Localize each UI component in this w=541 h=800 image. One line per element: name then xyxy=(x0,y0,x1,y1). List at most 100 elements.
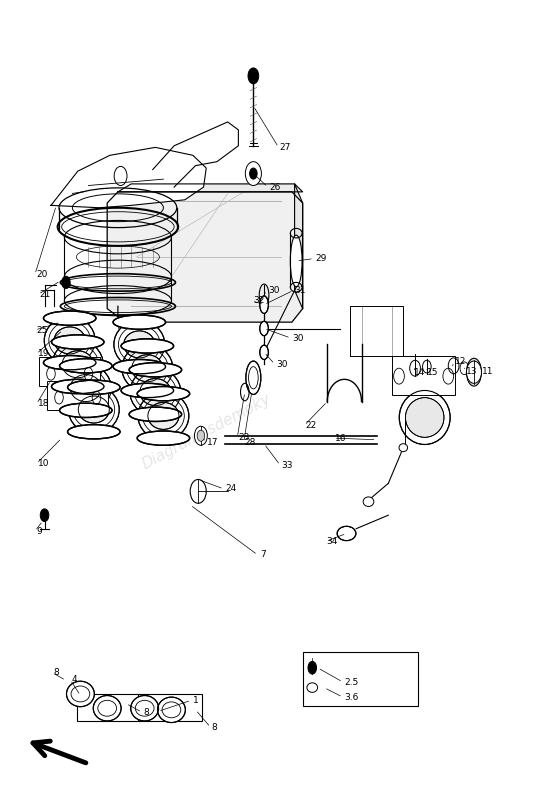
Text: 4: 4 xyxy=(71,675,77,684)
Ellipse shape xyxy=(132,354,163,382)
Ellipse shape xyxy=(121,339,174,353)
Text: 32: 32 xyxy=(253,296,264,305)
Ellipse shape xyxy=(122,344,173,392)
Text: 30: 30 xyxy=(276,360,287,369)
Ellipse shape xyxy=(113,359,166,374)
Text: 11: 11 xyxy=(482,367,493,376)
Ellipse shape xyxy=(44,317,95,364)
Text: 2.5: 2.5 xyxy=(345,678,359,686)
Ellipse shape xyxy=(43,355,96,370)
Text: 8: 8 xyxy=(143,708,149,717)
Ellipse shape xyxy=(405,398,444,438)
Ellipse shape xyxy=(62,350,93,378)
FancyBboxPatch shape xyxy=(138,694,202,721)
Ellipse shape xyxy=(466,358,481,386)
FancyBboxPatch shape xyxy=(392,356,455,395)
Ellipse shape xyxy=(246,361,261,394)
Ellipse shape xyxy=(43,311,96,326)
Ellipse shape xyxy=(68,380,120,394)
Ellipse shape xyxy=(113,315,166,330)
Circle shape xyxy=(249,168,257,179)
Ellipse shape xyxy=(114,321,165,368)
Ellipse shape xyxy=(60,403,112,418)
Ellipse shape xyxy=(157,697,186,722)
Ellipse shape xyxy=(121,383,174,398)
Text: 3.6: 3.6 xyxy=(345,693,359,702)
Text: 13: 13 xyxy=(466,367,478,376)
Ellipse shape xyxy=(124,331,155,358)
Ellipse shape xyxy=(131,695,159,721)
Ellipse shape xyxy=(78,396,109,423)
Ellipse shape xyxy=(68,425,120,439)
Ellipse shape xyxy=(54,327,85,354)
Ellipse shape xyxy=(137,431,190,446)
Text: 16: 16 xyxy=(335,434,346,442)
Ellipse shape xyxy=(61,364,111,412)
Bar xyxy=(302,652,418,706)
Ellipse shape xyxy=(130,368,181,416)
Ellipse shape xyxy=(291,235,302,286)
Text: 7: 7 xyxy=(260,550,266,559)
Text: 30: 30 xyxy=(292,334,304,342)
FancyBboxPatch shape xyxy=(77,694,140,721)
Ellipse shape xyxy=(51,335,104,349)
Text: 28: 28 xyxy=(245,438,256,446)
FancyBboxPatch shape xyxy=(47,381,108,410)
Text: 29: 29 xyxy=(315,254,326,263)
Text: 31: 31 xyxy=(295,286,306,295)
Ellipse shape xyxy=(260,296,268,314)
Text: 14: 14 xyxy=(414,368,425,377)
Circle shape xyxy=(308,662,316,674)
Circle shape xyxy=(245,162,261,186)
Text: 19: 19 xyxy=(37,350,49,358)
Polygon shape xyxy=(51,147,206,208)
Text: 30: 30 xyxy=(268,286,279,295)
Text: 33: 33 xyxy=(281,461,293,470)
Ellipse shape xyxy=(52,341,103,388)
Ellipse shape xyxy=(129,362,182,377)
Ellipse shape xyxy=(60,358,112,373)
Circle shape xyxy=(248,68,259,84)
Circle shape xyxy=(197,430,204,442)
Text: 15: 15 xyxy=(427,368,439,377)
Text: 1: 1 xyxy=(193,696,199,705)
Ellipse shape xyxy=(260,345,268,359)
Text: 12: 12 xyxy=(455,358,466,366)
Text: 17: 17 xyxy=(207,438,219,446)
Ellipse shape xyxy=(138,392,189,440)
Ellipse shape xyxy=(70,374,101,402)
Circle shape xyxy=(466,361,481,383)
Text: 20: 20 xyxy=(36,270,48,279)
Ellipse shape xyxy=(399,390,450,445)
Text: 34: 34 xyxy=(327,537,338,546)
Text: 26: 26 xyxy=(269,182,280,191)
Ellipse shape xyxy=(337,526,356,541)
Polygon shape xyxy=(349,306,403,356)
Circle shape xyxy=(62,276,70,289)
Circle shape xyxy=(194,426,207,446)
Ellipse shape xyxy=(67,682,94,706)
Ellipse shape xyxy=(363,497,374,506)
Ellipse shape xyxy=(51,379,104,394)
Text: 8: 8 xyxy=(54,668,60,677)
Polygon shape xyxy=(295,184,302,309)
Text: 24: 24 xyxy=(225,485,236,494)
Text: 21: 21 xyxy=(39,290,50,299)
Polygon shape xyxy=(153,122,239,187)
Text: Diagramasdemoky: Diagramasdemoky xyxy=(139,391,273,472)
FancyBboxPatch shape xyxy=(39,357,100,386)
Text: 8: 8 xyxy=(212,723,217,732)
Ellipse shape xyxy=(148,402,179,430)
Ellipse shape xyxy=(129,407,182,422)
Polygon shape xyxy=(107,192,302,322)
Text: 9: 9 xyxy=(36,526,42,535)
Ellipse shape xyxy=(137,386,190,401)
Text: 25: 25 xyxy=(36,326,48,334)
Polygon shape xyxy=(118,184,302,192)
Ellipse shape xyxy=(140,378,171,406)
Ellipse shape xyxy=(399,444,407,452)
Circle shape xyxy=(40,509,49,522)
Text: 23: 23 xyxy=(239,433,250,442)
Ellipse shape xyxy=(93,695,121,721)
Text: 10: 10 xyxy=(37,459,49,468)
